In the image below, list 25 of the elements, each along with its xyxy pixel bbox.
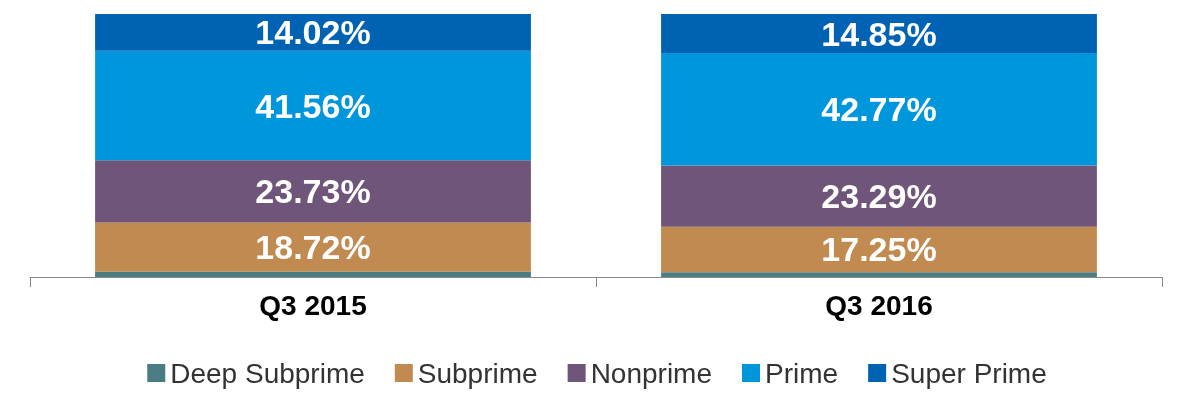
legend-label: Prime: [765, 357, 839, 389]
legend-label: Deep Subprime: [170, 357, 365, 389]
bar: [95, 222, 531, 272]
bar: [661, 14, 1097, 54]
data-label: 17.25%: [821, 230, 937, 269]
legend-label: Subprime: [417, 357, 538, 389]
data-label: 42.77%: [821, 90, 937, 129]
bar: [661, 226, 1097, 273]
data-label: 41.56%: [255, 86, 371, 125]
data-label: 14.02%: [255, 13, 371, 52]
legend-label: Nonprime: [590, 357, 713, 389]
bar: [95, 271, 531, 277]
data-label: 23.29%: [821, 177, 937, 216]
data-label: 23.73%: [255, 172, 371, 211]
bar: [661, 53, 1097, 166]
bar: [661, 165, 1097, 227]
bar: [95, 50, 531, 161]
x-tick-label: Q3 2015: [259, 289, 367, 321]
data-label: 14.85%: [821, 14, 937, 53]
data-label: 18.72%: [255, 228, 371, 267]
bar: [661, 272, 1097, 277]
x-tick-label: Q3 2016: [825, 289, 933, 321]
bar: [95, 14, 531, 51]
legend-label: Super Prime: [891, 357, 1047, 389]
bar: [95, 160, 531, 223]
